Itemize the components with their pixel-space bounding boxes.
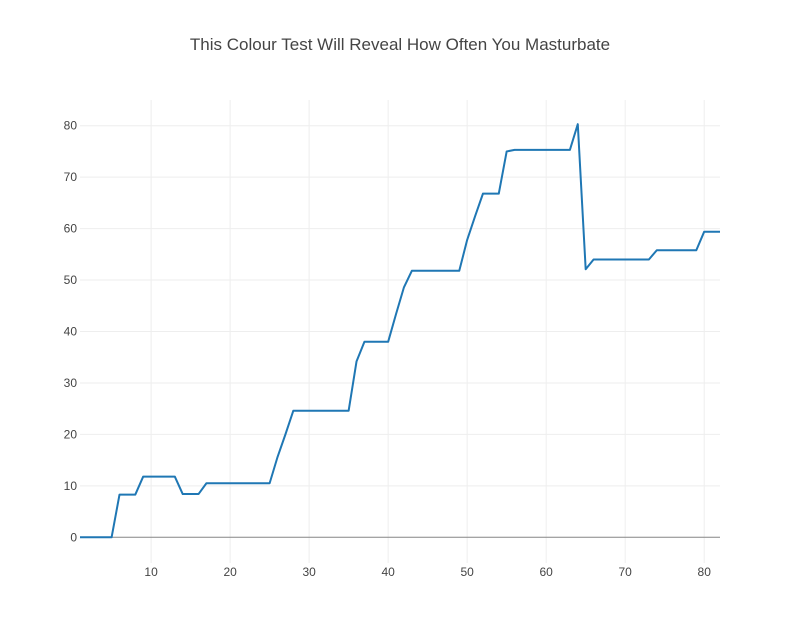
series-line <box>80 123 720 539</box>
series <box>80 123 720 539</box>
chart-title: This Colour Test Will Reveal How Often Y… <box>190 35 610 54</box>
x-tick-label: 20 <box>223 565 237 579</box>
y-tick-label: 10 <box>64 479 78 493</box>
x-axis-ticks: 10 20 30 40 50 60 70 80 <box>144 565 711 579</box>
x-tick-label: 10 <box>144 565 158 579</box>
y-tick-label: 20 <box>64 427 78 441</box>
x-tick-label: 50 <box>460 565 474 579</box>
y-tick-label: 50 <box>64 273 78 287</box>
x-tick-label: 60 <box>539 565 553 579</box>
y-tick-label: 60 <box>64 222 78 236</box>
x-tick-label: 80 <box>698 565 712 579</box>
y-tick-label: 70 <box>64 170 78 184</box>
y-tick-label: 80 <box>64 119 78 133</box>
x-tick-label: 70 <box>619 565 633 579</box>
y-grid <box>80 125 720 538</box>
y-tick-label: 0 <box>70 530 77 544</box>
y-tick-label: 40 <box>64 325 78 339</box>
y-tick-label: 30 <box>64 376 78 390</box>
y-axis-ticks: 0 10 20 30 40 50 60 70 80 <box>64 119 78 545</box>
x-tick-label: 30 <box>302 565 316 579</box>
x-tick-label: 40 <box>381 565 395 579</box>
